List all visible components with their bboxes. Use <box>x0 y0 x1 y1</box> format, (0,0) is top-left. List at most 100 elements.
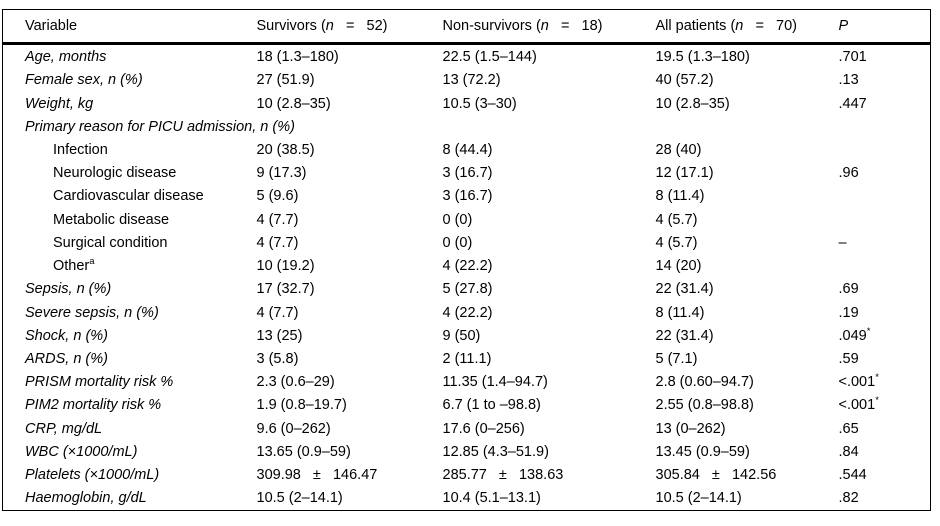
table-row: PRISM mortality risk % 2.3 (0.6–29) 11.3… <box>3 371 931 394</box>
cell-p-value: .701 <box>838 48 867 65</box>
table-row: Cardiovascular disease 5 (9.6) 3 (16.7) … <box>3 185 931 208</box>
cell-nonsurvivors: 2 (11.1) <box>442 350 492 367</box>
cell-all-patients: 14 (20) <box>655 258 702 275</box>
header-survivors-n: n <box>325 18 334 34</box>
table-row: Infection 20 (38.5) 8 (44.4) 28 (40) <box>3 138 931 161</box>
cell-p-value: .19 <box>838 304 859 321</box>
cell-survivors: 2.3 (0.6–29) <box>256 374 335 391</box>
cell-nonsurvivors: 22.5 (1.5–144) <box>442 48 537 65</box>
cell-nonsurvivors <box>443 115 656 138</box>
cell-all-patients: 10 (2.8–35) <box>655 95 730 112</box>
cell-variable: Neurologic disease <box>53 165 177 182</box>
cell-survivors: 5 (9.6) <box>256 188 299 205</box>
cell-survivors: 20 (38.5) <box>256 142 315 159</box>
cell-p-value <box>839 255 931 278</box>
cell-nonsurvivors: 11.35 (1.4–94.7) <box>442 374 548 391</box>
cell-survivors: 9 (17.3) <box>256 165 307 182</box>
table-row: Othera 10 (19.2) 4 (22.2) 14 (20) <box>3 255 931 278</box>
header-survivors-pre: Survivors ( <box>256 18 326 34</box>
cell-all-patients: 2.55 (0.8–98.8) <box>655 397 754 414</box>
cell-survivors: 4 (7.7) <box>256 304 299 321</box>
table-row: Neurologic disease 9 (17.3) 3 (16.7) 12 … <box>3 162 931 185</box>
cell-all-patients: 22 (31.4) <box>655 327 714 344</box>
table-row: Sepsis, n (%) 17 (32.7) 5 (27.8) 22 (31.… <box>3 278 931 301</box>
cell-nonsurvivors: 4 (22.2) <box>442 304 493 321</box>
cell-nonsurvivors: 0 (0) <box>442 234 473 251</box>
cell-p-value: .13 <box>838 72 859 89</box>
cell-variable: Shock, n (%) <box>25 327 108 344</box>
cell-survivors: 10 (2.8–35) <box>256 95 331 112</box>
cell-all-patients: 19.5 (1.3–180) <box>655 48 750 65</box>
cell-variable: Haemoglobin, g/dL <box>25 490 147 507</box>
cell-all-patients: 305.84 ± 142.56 <box>655 466 777 483</box>
table-row: Age, months 18 (1.3–180) 22.5 (1.5–144) … <box>3 44 931 69</box>
header-all-patients-n: n <box>735 18 744 34</box>
cell-survivors: 10.5 (2–14.1) <box>256 490 343 507</box>
cell-variable: Sepsis, n (%) <box>25 281 112 298</box>
cell-survivors: 1.9 (0.8–19.7) <box>256 397 347 414</box>
cell-all-patients: 4 (5.7) <box>655 211 698 228</box>
table-row: Severe sepsis, n (%) 4 (7.7) 4 (22.2) 8 … <box>3 301 931 324</box>
cell-p-value <box>839 138 931 161</box>
patient-characteristics-table: Variable Survivors (n = 52) Non-survivor… <box>2 9 931 511</box>
cell-survivors: 18 (1.3–180) <box>256 48 339 65</box>
cell-p-value: – <box>838 234 847 251</box>
cell-survivors: 4 (7.7) <box>256 211 299 228</box>
cell-variable: Platelets (×1000/mL) <box>25 466 160 483</box>
cell-variable: Cardiovascular disease <box>53 188 204 205</box>
cell-nonsurvivors: 13 (72.2) <box>442 72 501 89</box>
cell-all-patients: 13 (0–262) <box>655 420 726 437</box>
cell-survivors: 309.98 ± 146.47 <box>256 466 378 483</box>
table-row: PIM2 mortality risk % 1.9 (0.8–19.7) 6.7… <box>3 394 931 417</box>
cell-survivors: 10 (19.2) <box>256 258 315 275</box>
cell-survivors: 27 (51.9) <box>256 72 315 89</box>
cell-variable: CRP, mg/dL <box>25 420 103 437</box>
table-header: Variable Survivors (n = 52) Non-survivor… <box>2 9 931 45</box>
cell-nonsurvivors: 0 (0) <box>442 211 473 228</box>
table-row: Surgical condition 4 (7.7) 0 (0) 4 (5.7)… <box>3 231 931 254</box>
table-row: Haemoglobin, g/dL 10.5 (2–14.1) 10.4 (5.… <box>3 487 931 511</box>
table-row: Metabolic disease 4 (7.7) 0 (0) 4 (5.7) <box>3 208 931 231</box>
cell-variable: PIM2 mortality risk % <box>25 397 162 414</box>
cell-p-value: <.001* <box>838 372 879 391</box>
cell-nonsurvivors: 6.7 (1 to –98.8) <box>442 397 541 414</box>
cell-nonsurvivors: 9 (50) <box>442 327 481 344</box>
cell-variable: Age, months <box>25 48 107 65</box>
cell-nonsurvivors: 10.4 (5.1–13.1) <box>442 490 541 507</box>
header-nonsurvivors-pre: Non-survivors ( <box>442 18 541 34</box>
table-row: Platelets (×1000/mL) 309.98 ± 146.47 285… <box>3 463 931 486</box>
cell-nonsurvivors: 5 (27.8) <box>442 281 493 298</box>
cell-all-patients: 22 (31.4) <box>655 281 714 298</box>
cell-nonsurvivors: 12.85 (4.3–51.9) <box>442 443 549 460</box>
header-variable: Variable <box>2 9 257 45</box>
cell-p-value <box>839 208 931 231</box>
table-row: ARDS, n (%) 3 (5.8) 2 (11.1) 5 (7.1) .59 <box>3 347 931 370</box>
cell-nonsurvivors: 3 (16.7) <box>442 188 493 205</box>
header-survivors-post: = 52) <box>333 18 388 34</box>
cell-p-value: .65 <box>838 420 859 437</box>
header-nonsurvivors-post: = 18) <box>548 18 603 34</box>
cell-all-patients: 2.8 (0.60–94.7) <box>655 374 754 391</box>
cell-variable: WBC (×1000/mL) <box>25 443 138 460</box>
cell-survivors: 9.6 (0–262) <box>256 420 331 437</box>
cell-variable: Weight, kg <box>25 95 94 112</box>
cell-variable: Othera <box>53 256 95 275</box>
cell-survivors: 4 (7.7) <box>256 234 299 251</box>
table-row: Weight, kg 10 (2.8–35) 10.5 (3–30) 10 (2… <box>3 92 931 115</box>
cell-variable: PRISM mortality risk % <box>25 374 174 391</box>
cell-all-patients: 40 (57.2) <box>655 72 714 89</box>
cell-p-value <box>839 115 931 138</box>
cell-survivors: 17 (32.7) <box>256 281 315 298</box>
cell-nonsurvivors: 285.77 ± 138.63 <box>442 466 564 483</box>
cell-p-value: .049* <box>838 325 871 344</box>
cell-all-patients: 10.5 (2–14.1) <box>655 490 742 507</box>
cell-nonsurvivors: 10.5 (3–30) <box>442 95 517 112</box>
cell-all-patients: 12 (17.1) <box>655 165 714 182</box>
cell-p-value: .84 <box>838 443 859 460</box>
cell-p-value: .544 <box>838 466 867 483</box>
cell-all-patients: 28 (40) <box>655 142 702 159</box>
header-p-value: P <box>838 9 931 45</box>
cell-all-patients: 13.45 (0.9–59) <box>655 443 750 460</box>
cell-survivors: 13 (25) <box>256 327 303 344</box>
header-all-patients-post: = 70) <box>743 18 797 34</box>
